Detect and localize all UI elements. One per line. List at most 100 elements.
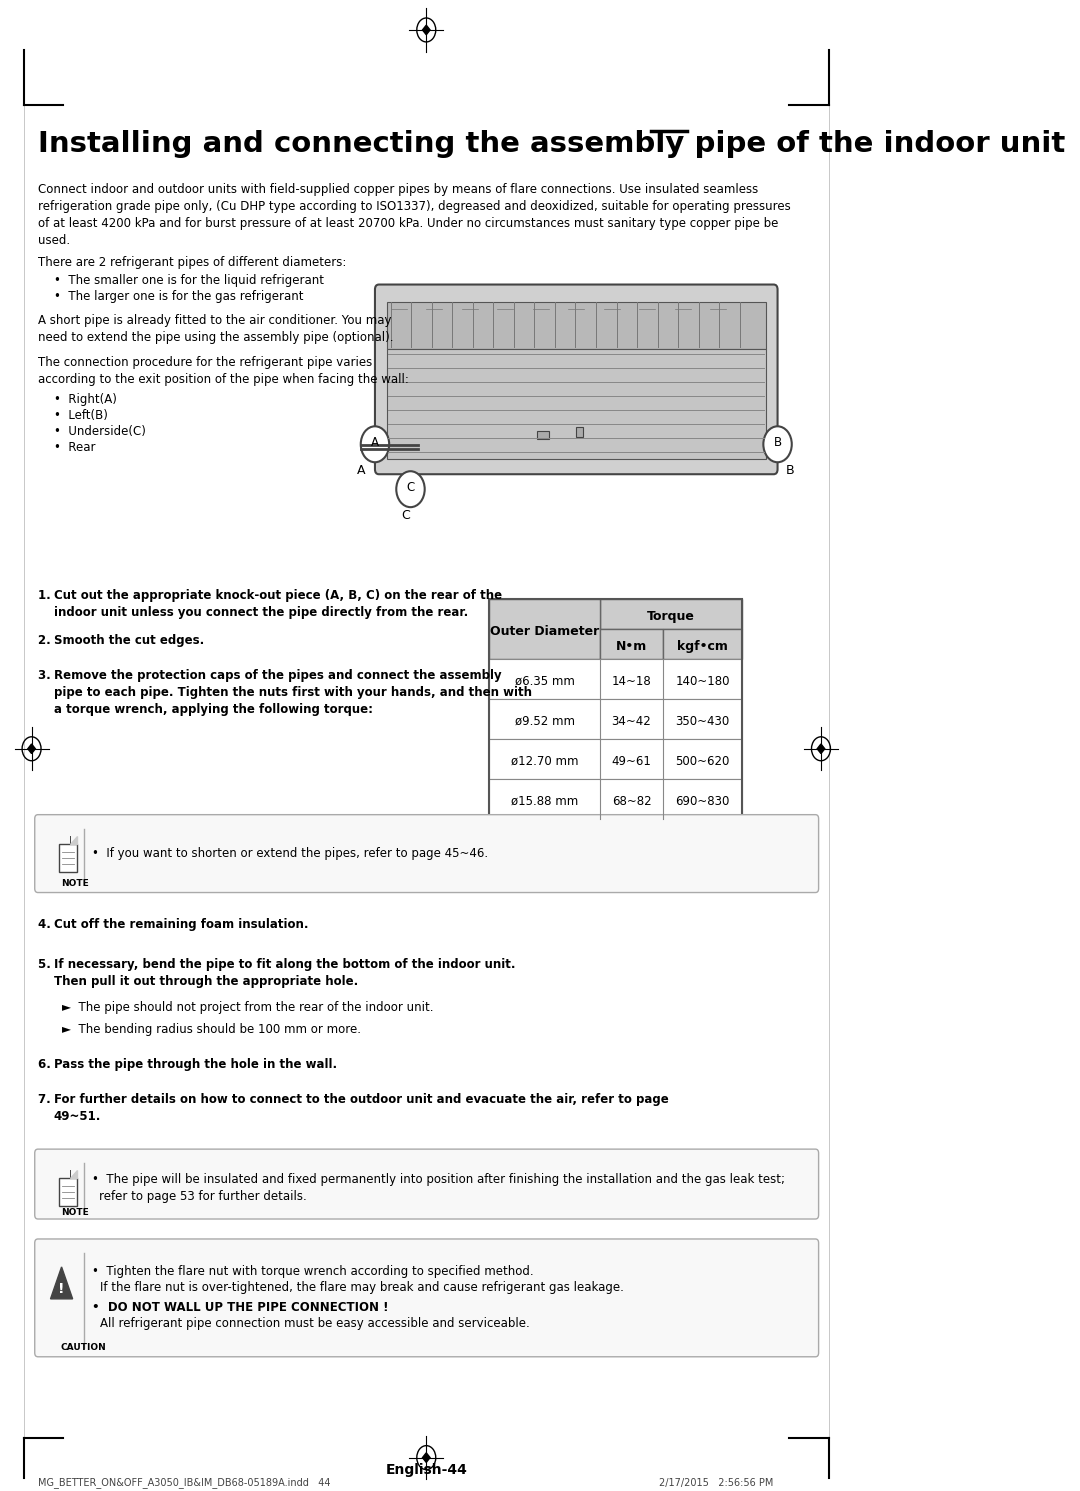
Polygon shape xyxy=(70,835,77,844)
Text: pipe to each pipe. Tighten the nuts first with your hands, and then with: pipe to each pipe. Tighten the nuts firs… xyxy=(54,686,531,699)
Text: 2/17/2015   2:56:56 PM: 2/17/2015 2:56:56 PM xyxy=(659,1478,773,1488)
Text: NOTE: NOTE xyxy=(60,1208,89,1217)
Bar xyxy=(59,1178,77,1206)
Text: 34~42: 34~42 xyxy=(611,714,651,728)
Text: All refrigerant pipe connection must be easy accessible and serviceable.: All refrigerant pipe connection must be … xyxy=(100,1317,530,1330)
Polygon shape xyxy=(70,1170,77,1178)
Text: The connection procedure for the refrigerant pipe varies: The connection procedure for the refrige… xyxy=(38,356,373,370)
Text: 68~82: 68~82 xyxy=(611,795,651,808)
Text: There are 2 refrigerant pipes of different diameters:: There are 2 refrigerant pipes of differe… xyxy=(38,255,347,268)
Text: 4.: 4. xyxy=(38,918,59,932)
Circle shape xyxy=(361,426,389,462)
Text: For further details on how to connect to the outdoor unit and evacuate the air, : For further details on how to connect to… xyxy=(54,1093,673,1106)
Text: 49~61: 49~61 xyxy=(611,754,651,768)
Text: ►  The pipe should not project from the rear of the indoor unit.: ► The pipe should not project from the r… xyxy=(62,1002,433,1014)
Text: C: C xyxy=(406,482,415,494)
Text: •  Underside(C): • Underside(C) xyxy=(54,425,146,438)
Text: need to extend the pipe using the assembly pipe (optional).: need to extend the pipe using the assemb… xyxy=(38,331,393,344)
Text: used.: used. xyxy=(38,234,70,246)
Text: •  DO NOT WALL UP THE PIPE CONNECTION !: • DO NOT WALL UP THE PIPE CONNECTION ! xyxy=(93,1300,389,1314)
FancyBboxPatch shape xyxy=(35,814,819,893)
Bar xyxy=(537,431,549,440)
Text: Outer Diameter: Outer Diameter xyxy=(490,625,599,638)
Text: Smooth the cut edges.: Smooth the cut edges. xyxy=(54,634,204,647)
Text: Cut off the remaining foam insulation.: Cut off the remaining foam insulation. xyxy=(54,918,308,932)
Text: 350~430: 350~430 xyxy=(675,714,730,728)
Bar xyxy=(59,844,77,872)
Text: •  The smaller one is for the liquid refrigerant: • The smaller one is for the liquid refr… xyxy=(54,273,324,286)
Text: of at least 4200 kPa and for burst pressure of at least 20700 kPa. Under no circ: of at least 4200 kPa and for burst press… xyxy=(38,216,779,230)
Bar xyxy=(387,349,766,459)
Text: •  The pipe will be insulated and fixed permanently into position after finishin: • The pipe will be insulated and fixed p… xyxy=(93,1173,785,1185)
Text: C: C xyxy=(401,508,409,522)
Text: •  Left(B): • Left(B) xyxy=(54,410,108,422)
Text: !: ! xyxy=(58,1282,65,1296)
Text: 7.: 7. xyxy=(38,1093,59,1106)
Bar xyxy=(489,740,742,778)
Text: •  The larger one is for the gas refrigerant: • The larger one is for the gas refriger… xyxy=(54,289,303,303)
Bar xyxy=(663,629,742,659)
Polygon shape xyxy=(422,25,430,34)
Text: Pass the pipe through the hole in the wall.: Pass the pipe through the hole in the wa… xyxy=(54,1059,337,1071)
Bar xyxy=(600,629,663,659)
Bar xyxy=(577,428,582,437)
Text: 49~51.: 49~51. xyxy=(54,1111,102,1123)
Text: Then pull it out through the appropriate hole.: Then pull it out through the appropriate… xyxy=(54,975,357,989)
Bar xyxy=(489,599,600,659)
Text: B: B xyxy=(786,464,795,477)
Text: 6.: 6. xyxy=(38,1059,59,1071)
Text: a torque wrench, applying the following torque:: a torque wrench, applying the following … xyxy=(54,702,373,716)
Text: 2.: 2. xyxy=(38,634,59,647)
Text: English-44: English-44 xyxy=(386,1463,468,1476)
Text: Torque: Torque xyxy=(647,610,694,623)
Text: ø15.88 mm: ø15.88 mm xyxy=(511,795,578,808)
Text: Connect indoor and outdoor units with field-supplied copper pipes by means of fl: Connect indoor and outdoor units with fi… xyxy=(38,183,758,195)
Text: 1.: 1. xyxy=(38,589,59,602)
FancyBboxPatch shape xyxy=(35,1239,819,1357)
Bar xyxy=(489,699,742,740)
Text: •  If you want to shorten or extend the pipes, refer to page 45~46.: • If you want to shorten or extend the p… xyxy=(93,847,488,860)
Text: Cut out the appropriate knock-out piece (A, B, C) on the rear of the: Cut out the appropriate knock-out piece … xyxy=(54,589,502,602)
Text: 690~830: 690~830 xyxy=(675,795,730,808)
Bar xyxy=(489,599,742,819)
Text: A short pipe is already fitted to the air conditioner. You may: A short pipe is already fitted to the ai… xyxy=(38,315,391,328)
FancyBboxPatch shape xyxy=(35,1150,819,1220)
Polygon shape xyxy=(51,1267,72,1299)
Circle shape xyxy=(396,471,424,507)
Text: indoor unit unless you connect the pipe directly from the rear.: indoor unit unless you connect the pipe … xyxy=(54,605,468,619)
Text: 140~180: 140~180 xyxy=(675,675,730,687)
Bar xyxy=(387,301,766,349)
Text: refer to page 53 for further details.: refer to page 53 for further details. xyxy=(98,1190,307,1203)
Text: N•m: N•m xyxy=(616,640,647,653)
Text: •  Rear: • Rear xyxy=(54,441,95,455)
Text: CAUTION: CAUTION xyxy=(60,1343,107,1352)
Text: Remove the protection caps of the pipes and connect the assembly: Remove the protection caps of the pipes … xyxy=(54,669,501,681)
Text: Installing and connecting the assembly pipe of the indoor unit: Installing and connecting the assembly p… xyxy=(38,130,1065,158)
Text: ø9.52 mm: ø9.52 mm xyxy=(515,714,575,728)
Text: A: A xyxy=(356,464,365,477)
Text: MG_BETTER_ON&OFF_A3050_IB&IM_DB68-05189A.indd   44: MG_BETTER_ON&OFF_A3050_IB&IM_DB68-05189A… xyxy=(38,1478,330,1488)
Text: •  Right(A): • Right(A) xyxy=(54,394,117,407)
FancyBboxPatch shape xyxy=(375,285,778,474)
Text: NOTE: NOTE xyxy=(60,878,89,887)
Text: refrigeration grade pipe only, (Cu DHP type according to ISO1337), degreased and: refrigeration grade pipe only, (Cu DHP t… xyxy=(38,200,791,213)
Text: 5.: 5. xyxy=(38,959,59,972)
Bar xyxy=(489,778,742,819)
Text: 500~620: 500~620 xyxy=(675,754,730,768)
Text: according to the exit position of the pipe when facing the wall:: according to the exit position of the pi… xyxy=(38,373,408,386)
Polygon shape xyxy=(28,744,36,753)
Polygon shape xyxy=(422,1452,430,1463)
Polygon shape xyxy=(818,744,825,753)
Text: kgf•cm: kgf•cm xyxy=(677,640,728,653)
Text: If the flare nut is over-tightened, the flare may break and cause refrigerant ga: If the flare nut is over-tightened, the … xyxy=(100,1281,624,1294)
Circle shape xyxy=(764,426,792,462)
Bar xyxy=(489,659,742,699)
Bar xyxy=(600,599,742,629)
Text: A: A xyxy=(370,437,379,449)
Text: 3.: 3. xyxy=(38,669,59,681)
Text: If necessary, bend the pipe to fit along the bottom of the indoor unit.: If necessary, bend the pipe to fit along… xyxy=(54,959,515,972)
Text: •  Tighten the flare nut with torque wrench according to specified method.: • Tighten the flare nut with torque wren… xyxy=(93,1264,534,1278)
Text: 14~18: 14~18 xyxy=(611,675,651,687)
Text: ø12.70 mm: ø12.70 mm xyxy=(511,754,579,768)
Text: ø6.35 mm: ø6.35 mm xyxy=(515,675,575,687)
